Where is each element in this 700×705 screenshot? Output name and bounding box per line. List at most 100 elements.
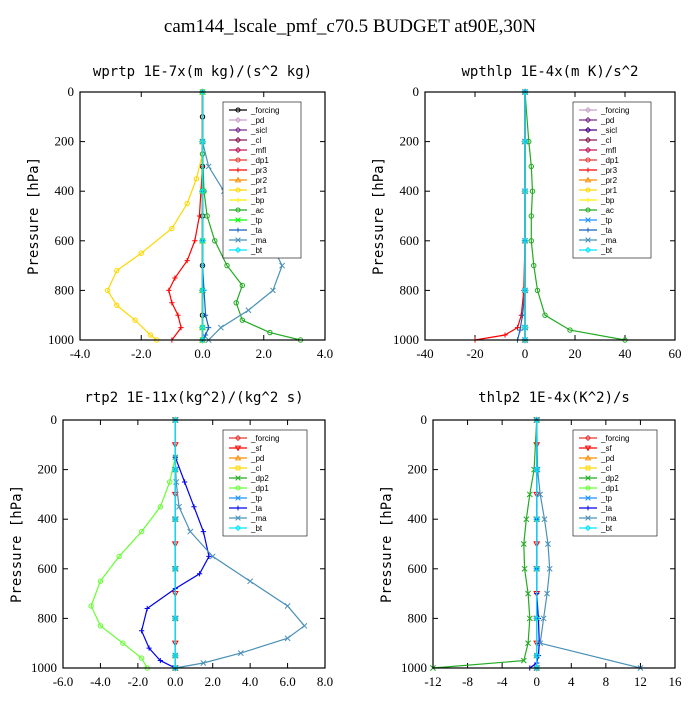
data-point (97, 578, 104, 584)
data-point (521, 237, 529, 245)
data-point (171, 416, 179, 424)
data-point (178, 325, 184, 331)
data-point (526, 491, 533, 498)
data-point (116, 553, 122, 560)
data-point (517, 327, 523, 333)
plot-frame (62, 419, 326, 669)
data-point (199, 237, 206, 245)
y-tick-label: 1000 (48, 332, 74, 347)
x-tick-label: 40 (619, 346, 632, 361)
legend-label: _cl (250, 464, 261, 473)
series-line (432, 419, 538, 669)
legend-label: _bt (250, 246, 263, 255)
data-point (245, 307, 252, 314)
legend-marker (234, 524, 242, 532)
legend-label: _tp (250, 494, 263, 503)
legend-marker (234, 126, 242, 134)
legend-marker (584, 126, 592, 134)
data-point (184, 258, 190, 264)
legend-label: _ta (250, 226, 263, 235)
legend-label: _cl (250, 136, 261, 145)
data-point (139, 628, 145, 634)
data-point (537, 640, 544, 647)
legend-marker (235, 495, 241, 501)
data-point (171, 615, 179, 622)
y-tick-label: 0 (421, 412, 428, 427)
data-point (533, 652, 541, 659)
y-tick-label: 600 (400, 233, 420, 248)
series-line (474, 92, 526, 341)
data-point (157, 504, 164, 510)
x-tick-label: -8 (462, 674, 473, 689)
legend-label: _dp1 (600, 484, 619, 493)
legend-marker (584, 136, 592, 144)
chart-panel-2: wpthlp 1E-4x(m K)/s^2 Pressure [hPa] -40 -2… (371, 64, 682, 361)
data-point (526, 615, 533, 622)
legend-label: _tp (600, 494, 613, 503)
data-point (144, 605, 150, 612)
legend-label: _forcing (250, 434, 279, 443)
chart-panel-4: thlp2 1E-4x(K^2)/s Pressure [hPa] -12 -8 -4 0… (379, 390, 682, 689)
data-point (544, 541, 551, 547)
data-point (166, 287, 172, 293)
y-tick-label: 400 (55, 183, 75, 198)
legend-label: _bt (600, 524, 613, 533)
data-point (187, 528, 194, 535)
data-point (533, 466, 541, 473)
legend-marker (584, 106, 592, 114)
figure-title: cam144_lscale_pmf_c70.5 BUDGET at90E,30N (164, 16, 536, 37)
panel-title: rtp2 1E-11x(kg^2)/(kg^2 s) (84, 390, 303, 406)
data-point (284, 603, 291, 609)
data-point (138, 250, 144, 256)
data-point (224, 262, 230, 269)
data-point (138, 655, 145, 661)
x-tick-label: -20 (466, 346, 483, 361)
data-point (202, 312, 209, 318)
data-point (233, 300, 239, 306)
data-point (196, 213, 203, 219)
legend-marker (585, 227, 591, 233)
series-bt (521, 88, 529, 344)
legend-marker (234, 434, 242, 442)
y-tick-label: 800 (408, 610, 428, 625)
legend-marker (585, 187, 591, 193)
data-point (202, 332, 209, 338)
x-tick-label: -4 (497, 674, 508, 689)
legend-marker (585, 207, 591, 213)
legend-label: _pr1 (600, 186, 618, 195)
x-tick-label: 16 (669, 674, 683, 689)
data-point (200, 660, 207, 666)
series-pr3 (166, 89, 206, 343)
data-point (199, 88, 206, 96)
plot-frame (79, 91, 326, 341)
data-point (521, 138, 529, 145)
legend-label: _sf (250, 444, 262, 453)
x-tick-label: 4 (568, 674, 575, 689)
legend-label: _tp (250, 216, 263, 225)
legend-marker (584, 454, 592, 461)
data-point (279, 262, 286, 269)
data-point (206, 325, 212, 331)
legend-label: _pd (600, 454, 614, 463)
data-point (146, 645, 152, 651)
legend-marker (235, 505, 241, 511)
x-tick-label: 2.0 (256, 346, 272, 361)
data-point (533, 416, 541, 424)
data-point (169, 225, 175, 232)
legend-marker (584, 146, 592, 154)
data-point (531, 262, 537, 269)
x-tick-label: 12 (634, 674, 647, 689)
legend-label: _ta (600, 504, 613, 513)
legend-marker (585, 465, 591, 471)
series-line (201, 153, 301, 341)
legend-marker (234, 246, 242, 254)
x-tick-label: 4.0 (242, 674, 258, 689)
legend-marker (585, 485, 591, 491)
data-point (173, 479, 180, 485)
data-point (199, 138, 206, 145)
data-point (519, 312, 526, 318)
x-tick-label: 20 (569, 346, 582, 361)
data-point (269, 287, 276, 294)
data-point (284, 635, 291, 642)
